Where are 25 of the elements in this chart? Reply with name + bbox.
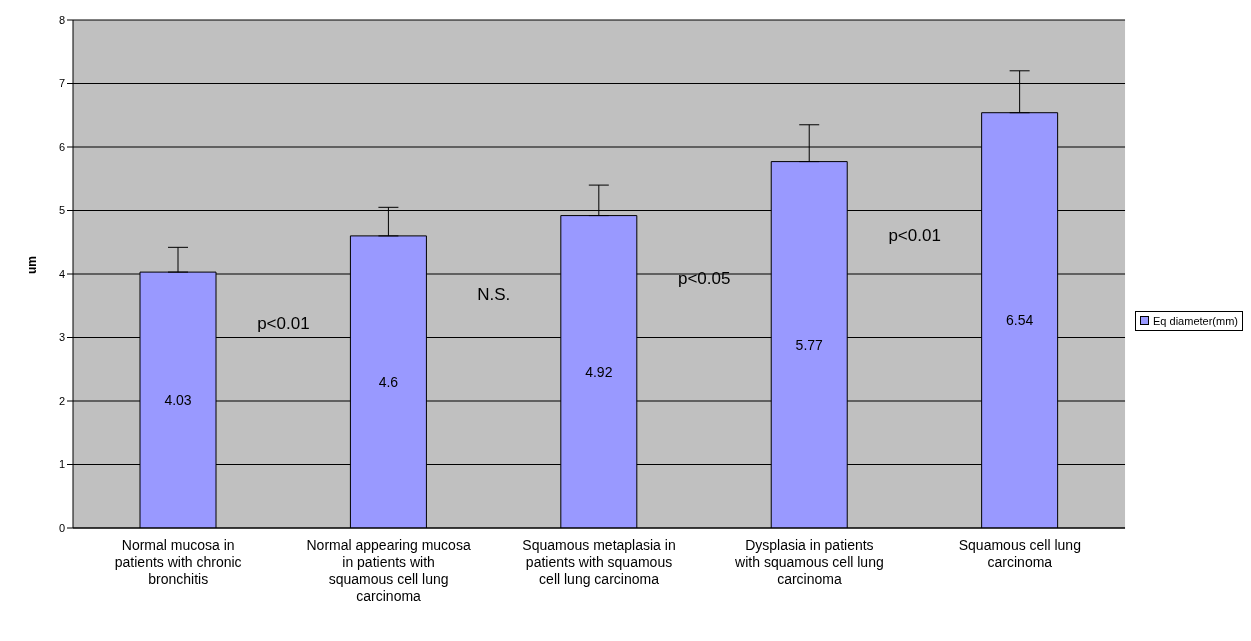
y-tick-label: 1 [58,458,65,471]
x-tick-label: Squamous cell lung carcinoma [958,537,1081,570]
y-axis-title: um [25,256,40,274]
y-tick-label: 2 [58,394,65,407]
x-tick-label: Normal mucosa in patients with chronic bronchitis [114,537,242,587]
x-tick-label: Squamous metaplasia in patients with squamous cell lung carcinoma [522,537,676,587]
data-label: 4.92 [585,363,613,380]
y-tick-label: 0 [58,521,65,534]
y-tick-label: 3 [58,331,65,344]
legend-label: Eq diameter(mm) [1152,314,1238,327]
y-tick-label: 8 [58,13,65,26]
annotation: p<0.01 [888,225,941,245]
data-label: 4.6 [378,373,399,390]
annotation: p<0.01 [257,314,310,334]
y-tick-label: 7 [58,77,65,90]
data-label: 6.54 [1006,312,1034,329]
y-tick-label: 5 [58,204,65,217]
annotation: p<0.05 [677,269,731,289]
x-tick-label: Dysplasia in patients with squamous cell lung carcinoma [734,537,884,587]
y-tick-label: 6 [58,140,65,153]
annotation: N.S. [477,285,511,305]
data-label: 4.03 [164,392,192,409]
data-label: 5.77 [795,336,824,353]
x-tick-label: Normal appearing mucosa in patients with squamous cell lung carcinoma [306,537,471,604]
y-tick-label: 4 [58,267,65,280]
